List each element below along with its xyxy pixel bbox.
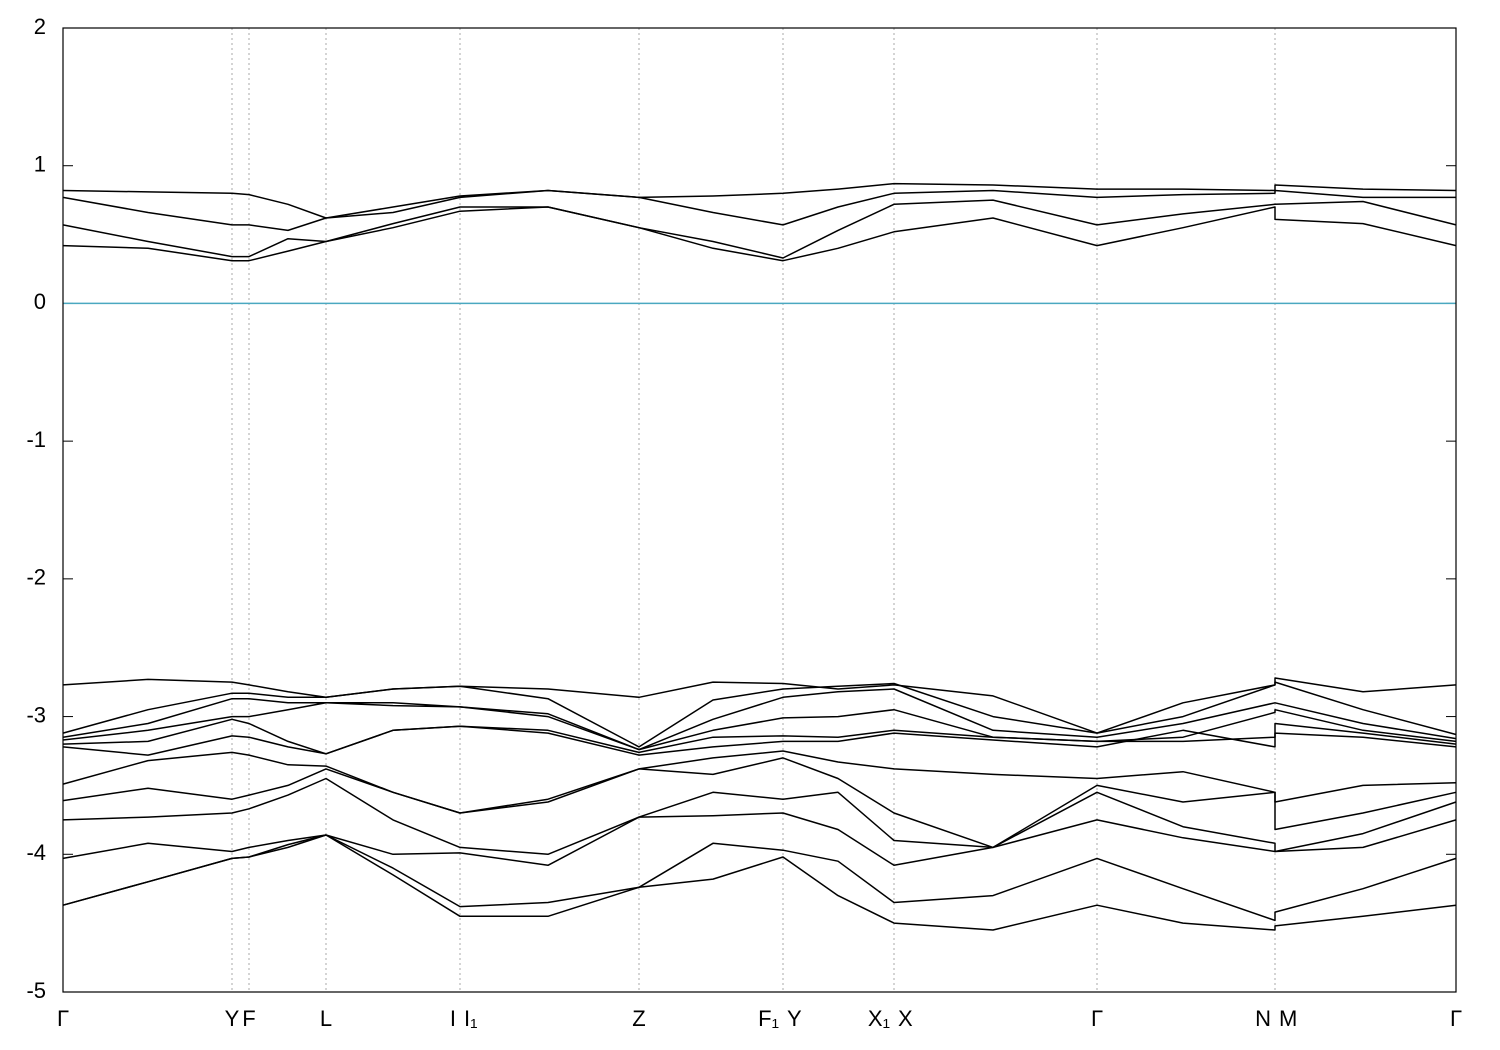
x-tick-label: Y bbox=[225, 1006, 240, 1031]
x-tick-label: X₁ bbox=[868, 1006, 890, 1031]
x-tick-label: I₁ bbox=[464, 1006, 478, 1031]
y-tick-label: -2 bbox=[26, 565, 46, 590]
band-line bbox=[62, 812, 1457, 867]
band-line bbox=[62, 681, 1457, 748]
x-tick-label: L bbox=[320, 1006, 332, 1031]
y-tick-label: -5 bbox=[26, 978, 46, 1003]
band-line bbox=[62, 834, 1457, 922]
y-tick-label: -3 bbox=[26, 702, 46, 727]
band-line bbox=[62, 777, 1457, 856]
y-tick-label: 1 bbox=[34, 152, 46, 177]
band-line bbox=[62, 702, 1457, 751]
x-tick-label: Y bbox=[787, 1006, 802, 1031]
x-tick-label: M bbox=[1279, 1006, 1297, 1031]
band-line bbox=[62, 206, 1457, 262]
band-line bbox=[62, 718, 1457, 755]
band-line bbox=[62, 677, 1457, 734]
band-line bbox=[62, 750, 1457, 814]
x-tick-label: Γ bbox=[1091, 1006, 1103, 1031]
x-tick-label: F₁ bbox=[758, 1006, 779, 1031]
x-tick-label: F bbox=[242, 1006, 255, 1031]
x-tick-label: X bbox=[898, 1006, 913, 1031]
band-line bbox=[62, 182, 1457, 219]
band-line bbox=[62, 725, 1457, 756]
y-tick-label: 2 bbox=[34, 14, 46, 39]
plot-frame bbox=[62, 27, 1457, 993]
band-line bbox=[62, 199, 1457, 259]
band-line bbox=[62, 757, 1457, 849]
y-tick-label: 0 bbox=[34, 289, 46, 314]
band-line bbox=[62, 189, 1456, 232]
x-tick-label: Γ bbox=[57, 1006, 69, 1031]
band-line bbox=[62, 834, 1457, 931]
x-tick-label: N bbox=[1255, 1006, 1271, 1031]
x-tick-label: Γ bbox=[1450, 1006, 1462, 1031]
y-tick-label: -1 bbox=[26, 427, 46, 452]
x-tick-label: I bbox=[450, 1006, 456, 1031]
band-line bbox=[62, 688, 1457, 751]
x-tick-label: Z bbox=[632, 1006, 645, 1031]
y-tick-label: -4 bbox=[26, 840, 46, 865]
